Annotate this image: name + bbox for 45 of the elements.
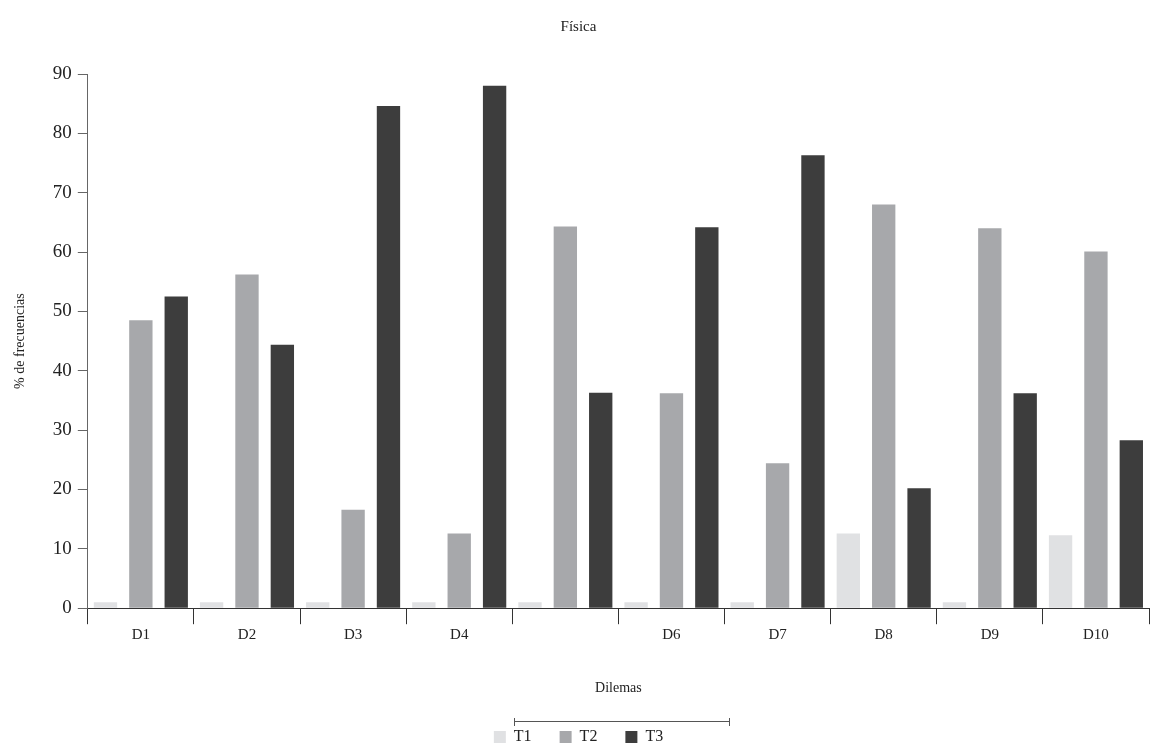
x-tick-label: D4	[450, 626, 469, 643]
y-tick-label: 10	[52, 536, 72, 558]
bar	[93, 602, 118, 608]
x-tick-label: D1	[131, 626, 151, 643]
y-tick-label: 50	[52, 299, 72, 321]
chart-title: Física	[560, 17, 597, 34]
bar	[341, 509, 365, 608]
x-tick-label: D7	[768, 626, 788, 643]
legend-label: T2	[579, 727, 598, 745]
bar	[730, 602, 754, 608]
bar	[306, 602, 330, 608]
x-tick-label: D8	[874, 626, 893, 643]
x-tick-label: D6	[662, 626, 682, 643]
x-tick-label: D10	[1083, 626, 1109, 643]
bar	[978, 228, 1002, 608]
legend-label: T1	[513, 727, 532, 745]
x-tick-label: D2	[237, 626, 257, 643]
y-tick-label: 60	[52, 240, 72, 262]
y-tick-label: 80	[52, 121, 72, 143]
bar	[1048, 535, 1073, 608]
bar	[659, 393, 684, 608]
y-tick-label: 70	[52, 180, 72, 202]
bar	[624, 602, 648, 608]
bar	[765, 463, 790, 608]
bar	[553, 226, 578, 608]
x-tick-label: D9	[980, 626, 999, 643]
y-tick-label: 90	[52, 61, 72, 83]
bar	[1084, 251, 1108, 608]
bar	[836, 533, 860, 608]
bar	[518, 602, 542, 608]
y-tick-label: 0	[62, 596, 72, 618]
y-tick-label: 40	[52, 358, 72, 380]
x-tick-label: D3	[343, 626, 363, 643]
x-axis-title: Dilemas	[595, 680, 642, 696]
bar	[412, 602, 436, 608]
bar	[942, 602, 967, 608]
y-tick-label: 20	[52, 477, 72, 499]
bar	[447, 533, 471, 608]
bar	[235, 274, 259, 608]
y-tick-label: 30	[52, 418, 72, 440]
bar	[872, 204, 896, 608]
bar	[129, 320, 153, 608]
bar	[199, 602, 224, 608]
legend-label: T3	[645, 727, 664, 745]
y-axis-title: % de frecuencias	[12, 293, 28, 389]
